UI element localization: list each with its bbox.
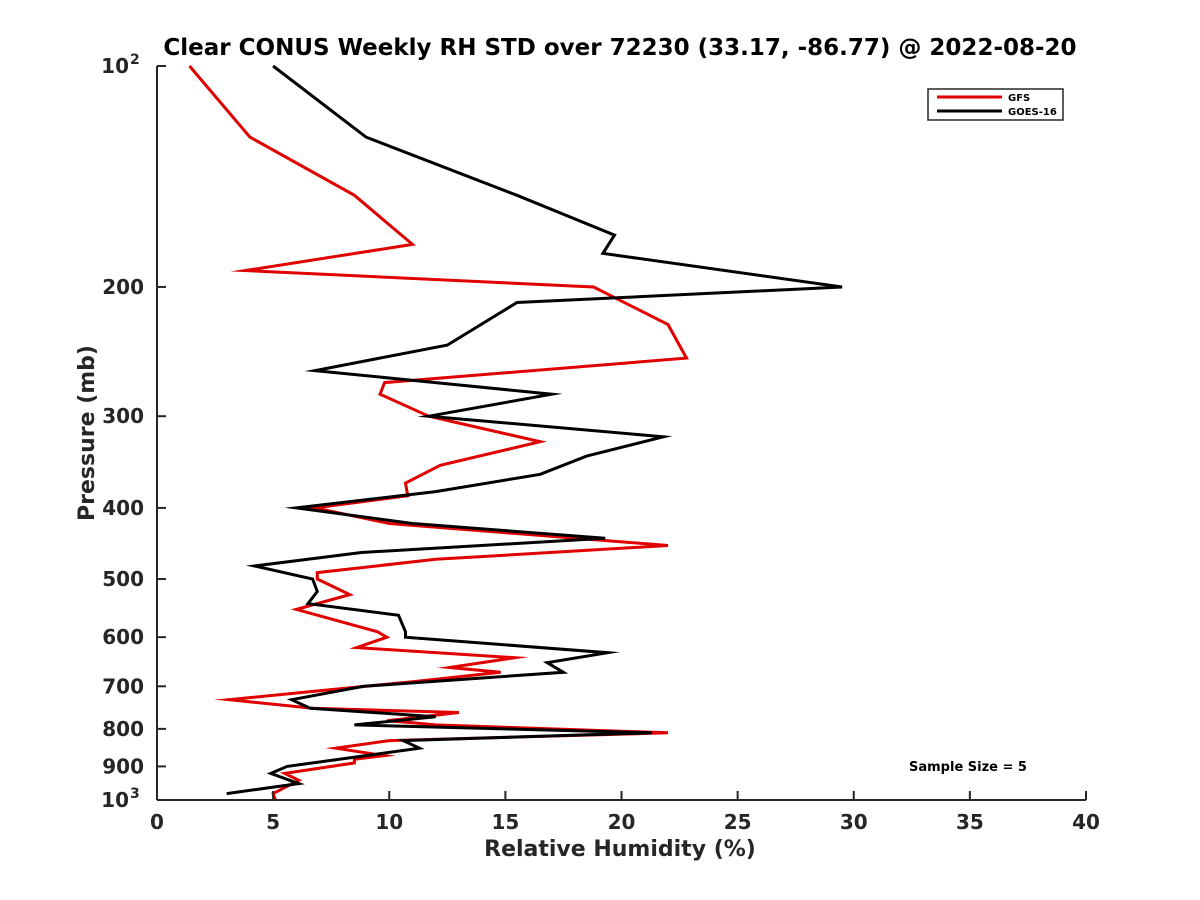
x-tick-label: 30 — [840, 810, 868, 834]
y-tick-label: 300 — [102, 404, 144, 428]
x-tick-label: 5 — [266, 810, 280, 834]
sample-size-annotation: Sample Size = 5 — [909, 760, 1027, 775]
legend-label-gfs: GFS — [1008, 93, 1030, 104]
x-tick-label: 0 — [150, 810, 164, 834]
series-line-gfs — [188, 65, 689, 801]
x-tick-label: 40 — [1072, 810, 1100, 834]
x-tick-label: 10 — [375, 810, 403, 834]
y-tick-exponent: 2 — [130, 52, 140, 68]
chart-title: Clear CONUS Weekly RH STD over 72230 (33… — [163, 35, 1076, 61]
series-line-goes-16 — [226, 64, 843, 796]
legend: GFS GOES-16 — [927, 88, 1064, 121]
legend-label-goes-16: GOES-16 — [1008, 107, 1057, 118]
x-tick-label: 35 — [956, 810, 984, 834]
y-tick-label: 200 — [102, 275, 144, 299]
y-tick-exponent: 3 — [130, 786, 140, 802]
y-tick-label: 800 — [102, 717, 144, 741]
x-tick-label: 15 — [491, 810, 519, 834]
x-tick-label: 20 — [608, 810, 636, 834]
y-tick-label: 700 — [102, 674, 144, 698]
y-tick-label: 10 — [101, 54, 129, 78]
y-axis-title: Pressure (mb) — [75, 345, 100, 521]
y-tick-label: 10 — [101, 788, 129, 812]
y-tick-label: 400 — [102, 496, 144, 520]
y-tick-label: 600 — [102, 625, 144, 649]
x-axis-title: Relative Humidity (%) — [484, 837, 756, 862]
x-tick-label: 25 — [724, 810, 752, 834]
legend-box — [927, 88, 1064, 121]
y-tick-label: 500 — [102, 567, 144, 591]
y-tick-label: 900 — [102, 754, 144, 778]
